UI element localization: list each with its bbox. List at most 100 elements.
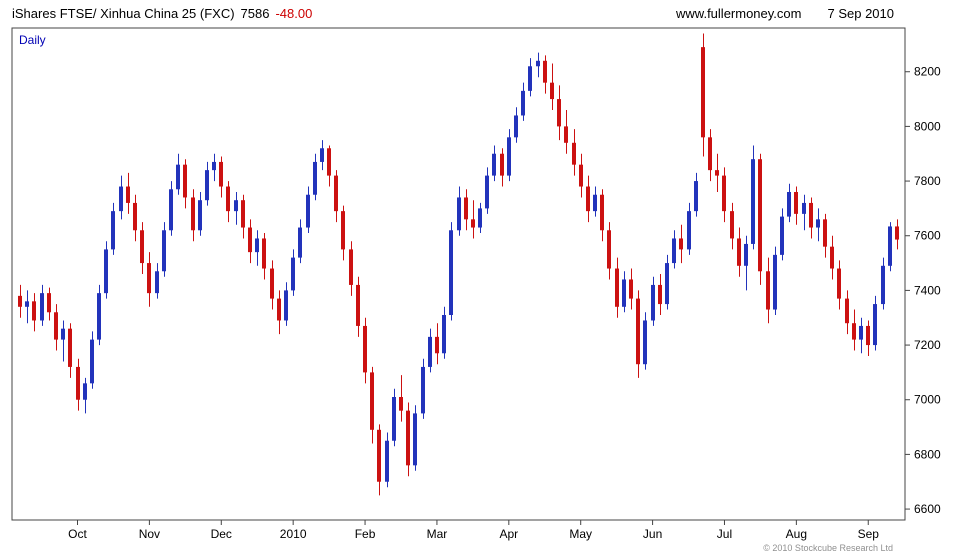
candle-body xyxy=(615,268,619,307)
candle-body xyxy=(485,175,489,209)
candle-body xyxy=(90,339,94,384)
candle-body xyxy=(837,268,841,299)
candle-body xyxy=(464,197,468,220)
candle-body xyxy=(356,284,360,326)
candle-body xyxy=(564,126,568,143)
candle-body xyxy=(845,298,849,324)
x-tick-label: Nov xyxy=(139,527,160,541)
candle-body xyxy=(643,320,647,365)
candle-body xyxy=(313,161,317,195)
x-tick-label: 2010 xyxy=(280,527,307,541)
candle-body xyxy=(284,290,288,321)
candle-body xyxy=(543,60,547,83)
candle-body xyxy=(442,315,446,354)
y-tick-label: 7000 xyxy=(914,393,941,407)
candle-body xyxy=(737,238,741,266)
candle-body xyxy=(629,279,633,299)
x-tick-label: Jul xyxy=(717,527,732,541)
candle-body xyxy=(715,170,719,176)
candle-body xyxy=(873,304,877,346)
date-text: 7 Sep 2010 xyxy=(827,6,894,21)
candle-body xyxy=(830,246,834,269)
candle-body xyxy=(658,284,662,305)
candle-body xyxy=(176,164,180,190)
header-right: www.fullermoney.com 7 Sep 2010 xyxy=(676,6,894,21)
candle-body xyxy=(270,268,274,299)
candle-body xyxy=(241,200,245,228)
y-tick-label: 6800 xyxy=(914,447,941,461)
candle-body xyxy=(255,238,259,253)
candle-body xyxy=(262,238,266,269)
x-tick-label: Dec xyxy=(211,527,232,541)
candle-body xyxy=(40,293,44,321)
candle-body xyxy=(701,47,705,138)
candle-body xyxy=(119,186,123,212)
last-price: 7586 xyxy=(240,6,270,21)
candle-body xyxy=(550,82,554,100)
candle-body xyxy=(341,211,345,250)
candle-body xyxy=(226,186,230,212)
candle-body xyxy=(277,298,281,321)
candle-body xyxy=(126,186,130,203)
candle-body xyxy=(435,336,439,354)
candle-body xyxy=(773,254,777,310)
candle-body xyxy=(191,197,195,231)
candle-body xyxy=(248,227,252,253)
candle-body xyxy=(766,271,770,310)
candle-body xyxy=(413,413,417,466)
candle-body xyxy=(212,161,216,171)
candle-body xyxy=(478,208,482,228)
candle-body xyxy=(155,271,159,294)
candle-body xyxy=(507,137,511,176)
candle-body xyxy=(500,153,504,176)
instrument-title: iShares FTSE/ Xinhua China 25 (FXC) xyxy=(12,6,235,21)
candle-body xyxy=(852,323,856,340)
y-tick-label: 7200 xyxy=(914,338,941,352)
candle-body xyxy=(881,265,885,305)
candle-body xyxy=(528,66,532,91)
candle-body xyxy=(147,263,151,294)
candle-body xyxy=(816,219,820,228)
candle-body xyxy=(780,216,784,255)
candle-body xyxy=(219,161,223,187)
candle-body xyxy=(428,336,432,367)
y-tick-label: 7400 xyxy=(914,283,941,297)
candle-body xyxy=(651,284,655,321)
candle-body xyxy=(536,60,540,67)
candle-body xyxy=(514,115,518,138)
candle-body xyxy=(83,383,87,400)
candle-body xyxy=(327,148,331,176)
candle-body xyxy=(334,175,338,212)
candle-body xyxy=(140,230,144,264)
candle-body xyxy=(306,194,310,228)
candle-body xyxy=(25,301,29,307)
candle-body xyxy=(169,189,173,231)
candle-body xyxy=(457,197,461,231)
candle-body xyxy=(787,192,791,217)
x-tick-label: Feb xyxy=(355,527,376,541)
x-tick-label: May xyxy=(569,527,592,541)
candle-body xyxy=(377,429,381,482)
y-tick-label: 6600 xyxy=(914,502,941,516)
candle-body xyxy=(370,372,374,430)
candle-body xyxy=(406,410,410,466)
candle-body xyxy=(802,202,806,214)
header-bar: iShares FTSE/ Xinhua China 25 (FXC) 7586-… xyxy=(0,0,980,26)
candle-body xyxy=(492,153,496,176)
candle-body xyxy=(622,279,626,307)
candle-body xyxy=(751,159,755,244)
candle-body xyxy=(866,325,870,346)
website-text: www.fullermoney.com xyxy=(676,6,802,21)
y-tick-label: 8200 xyxy=(914,65,941,79)
x-tick-label: Jun xyxy=(643,527,662,541)
title-group: iShares FTSE/ Xinhua China 25 (FXC) 7586-… xyxy=(12,6,318,21)
x-tick-label: Oct xyxy=(68,527,87,541)
x-tick-label: Apr xyxy=(499,527,518,541)
candle-body xyxy=(349,249,353,285)
plot-border xyxy=(11,27,906,521)
candle-body xyxy=(205,170,209,201)
candle-body xyxy=(730,211,734,239)
y-tick-label: 7800 xyxy=(914,174,941,188)
candle-body xyxy=(61,328,65,340)
candle-body xyxy=(521,90,525,116)
